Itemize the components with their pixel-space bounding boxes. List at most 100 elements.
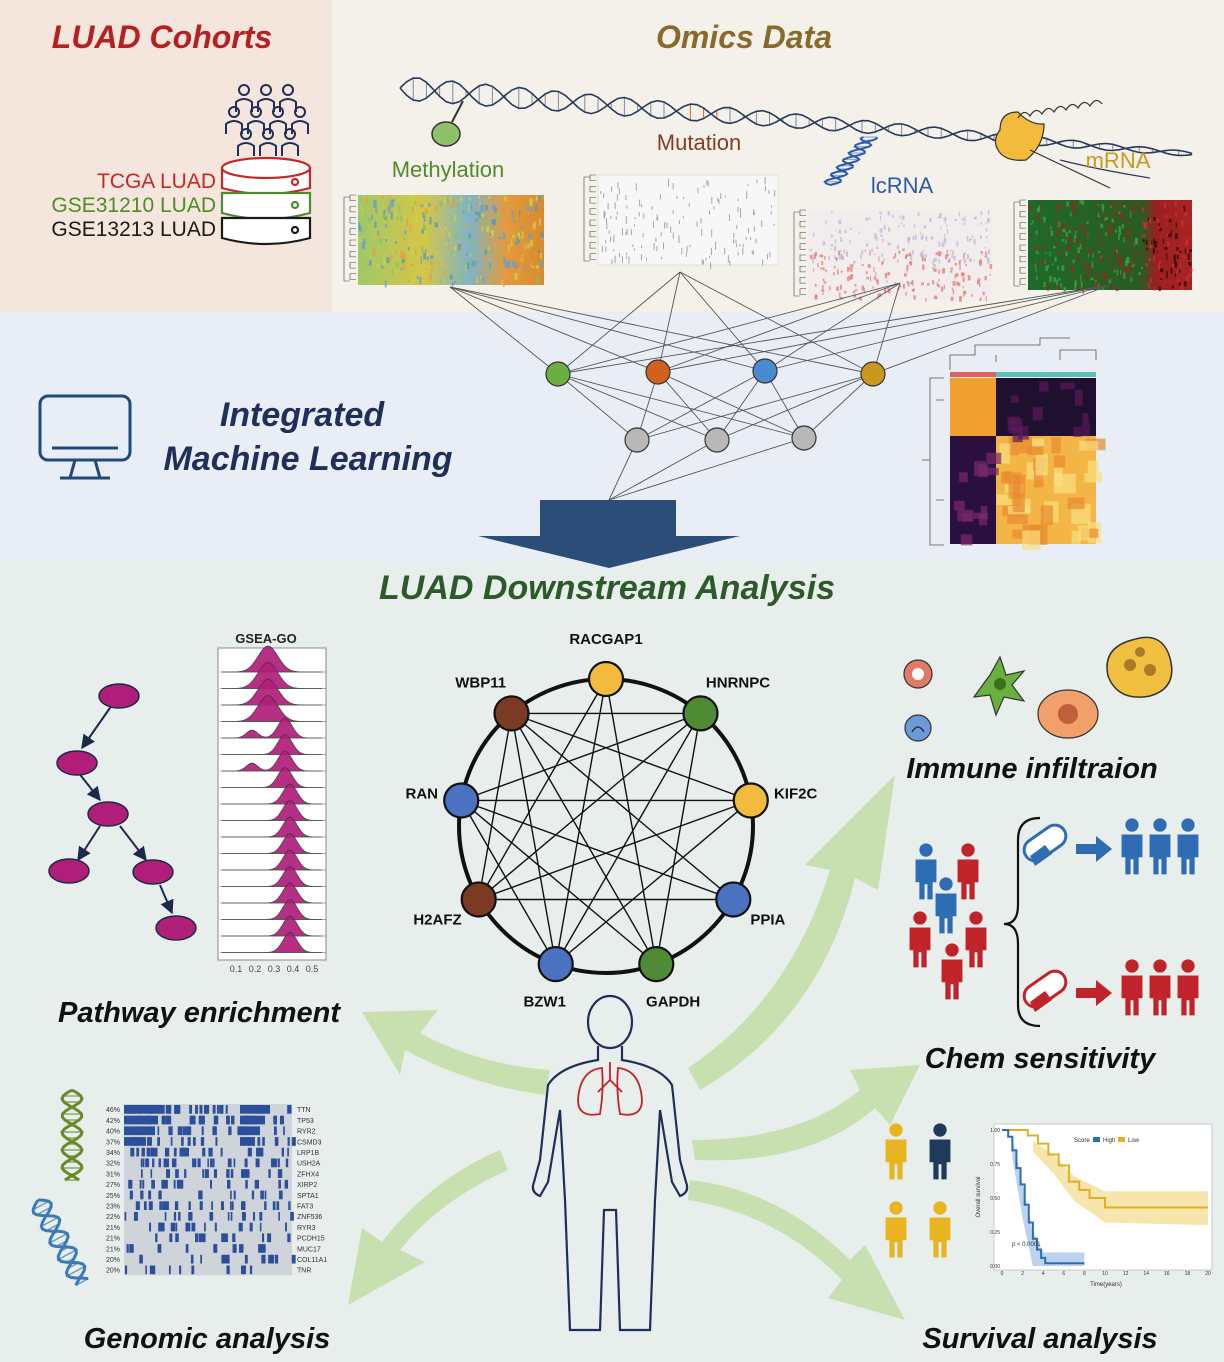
oncoplot: 46% TTN 42% TP53 40% RYR2 37% CSMD3 34% LRP1B 32% U… xyxy=(106,1104,327,1276)
gsea-title: GSEA-GO xyxy=(235,631,296,646)
green-arrows xyxy=(348,775,920,1320)
monitor-icon xyxy=(38,394,132,480)
ppi-node-label: RACGAP1 xyxy=(569,631,642,648)
dna-blue-icon xyxy=(31,1198,89,1287)
ppi-node-label: RAN xyxy=(406,786,439,803)
km-legend-high: High xyxy=(1103,1138,1115,1144)
oncoplot-percent: 42% xyxy=(106,1118,120,1125)
mrna-heatmap xyxy=(1013,199,1193,294)
km-pvalue: p < 0.0001 xyxy=(1012,1242,1041,1248)
capsule-blue-icon xyxy=(1022,823,1068,866)
human-body-icon xyxy=(531,994,689,1332)
arrow-blue-icon xyxy=(1076,836,1112,862)
cohort-label-tcga: TCGA LUAD xyxy=(97,170,216,193)
km-x-tick: 2 xyxy=(1021,1271,1024,1277)
oncoplot-gene: TTN xyxy=(297,1107,311,1114)
ppi-node xyxy=(715,881,752,918)
ppi-node xyxy=(537,946,574,983)
arrow-red-icon xyxy=(1076,980,1112,1006)
km-x-tick: 16 xyxy=(1164,1271,1170,1277)
methylation-heatmap xyxy=(343,194,544,288)
ppi-edge xyxy=(511,712,734,901)
ppi-node-label: KIF2C xyxy=(774,786,818,803)
oncoplot-gene: CSMD3 xyxy=(297,1139,322,1146)
gsea-tick: 0.3 xyxy=(268,964,281,974)
km-x-tick: 6 xyxy=(1062,1271,1065,1277)
lungs-icon xyxy=(577,1062,643,1116)
oncoplot-gene: COL11A1 xyxy=(297,1257,327,1264)
ppi-node-label: WBP11 xyxy=(455,675,506,692)
lcrna-helix-icon xyxy=(823,136,878,186)
immune-label: Immune infiltraion xyxy=(906,753,1157,785)
oncoplot-gene: LRP1B xyxy=(297,1150,320,1157)
lcrna-heatmap xyxy=(793,209,993,302)
ppi-node-label: BZW1 xyxy=(523,994,566,1011)
consensus-heatmap xyxy=(922,337,1106,551)
chem-people-group xyxy=(909,843,987,1000)
ppi-node-label: H2AFZ xyxy=(413,912,461,929)
ppi-edge xyxy=(460,800,557,965)
mutation-label: Mutation xyxy=(657,130,741,155)
methylation-label: Methylation xyxy=(392,157,505,182)
downstream-title: LUAD Downstream Analysis xyxy=(379,569,835,607)
ppi-node-label: GAPDH xyxy=(646,994,700,1011)
oncoplot-gene: PCDH15 xyxy=(297,1236,325,1243)
ppi-edge xyxy=(478,713,513,900)
gsea-tick: 0.4 xyxy=(287,964,300,974)
km-plot: 1.00 0.75 0.50 0.25 0.000 2 4 6 8 10 12 14 16 18 20 xyxy=(990,1123,1213,1277)
oncoplot-gene: FAT3 xyxy=(297,1204,313,1211)
oncoplot-gene: SPTA1 xyxy=(297,1193,319,1200)
ppi-edge xyxy=(478,712,701,901)
km-x-tick: 18 xyxy=(1185,1271,1191,1277)
oncoplot-gene: RYR3 xyxy=(297,1225,316,1232)
oncoplot-gene: TNR xyxy=(297,1268,311,1275)
oncoplot-gene: ZFHX4 xyxy=(297,1171,319,1178)
ppi-node xyxy=(732,782,769,819)
oncoplot-gene: MUC17 xyxy=(297,1246,321,1253)
ppi-edge xyxy=(460,799,657,965)
ppi-edge xyxy=(510,713,657,965)
ppi-edge xyxy=(605,678,657,965)
pathway-tree xyxy=(48,683,197,941)
chem-people-blue xyxy=(1121,818,1199,875)
ribosome-icon xyxy=(994,99,1111,189)
database-icon xyxy=(220,156,312,246)
gsea-x-ticks: 0.1 0.2 0.3 0.4 0.5 xyxy=(230,964,319,974)
ppi-node xyxy=(493,695,530,732)
oncoplot-percent: 20% xyxy=(106,1257,120,1264)
km-x-tick: 8 xyxy=(1083,1271,1086,1277)
km-curve-high xyxy=(1002,1129,1085,1265)
km-x-tick: 4 xyxy=(1042,1271,1045,1277)
oncoplot-gene: TP53 xyxy=(297,1118,314,1125)
omics-title: Omics Data xyxy=(656,19,832,55)
gsea-tick: 0.1 xyxy=(230,964,243,974)
ppi-edge xyxy=(555,799,752,965)
chem-people-red xyxy=(1121,959,1199,1016)
km-x-tick: 10 xyxy=(1102,1271,1108,1277)
bracket-icon xyxy=(1003,816,1041,1028)
oncoplot-percent: 31% xyxy=(106,1171,120,1178)
oncoplot-percent: 27% xyxy=(106,1182,120,1189)
lcrna-label: lcRNA xyxy=(871,173,934,198)
cohort-label-gse13213: GSE13213 LUAD xyxy=(51,218,216,241)
ppi-node xyxy=(443,782,480,819)
ppi-node xyxy=(638,946,675,983)
km-y-tick: 0.50 xyxy=(990,1196,1000,1202)
ppi-edge xyxy=(555,713,702,965)
mutation-heatmap xyxy=(583,174,779,270)
immune-cells-icon xyxy=(903,636,1173,742)
ppi-edge xyxy=(511,712,752,802)
oncoplot-percent: 25% xyxy=(106,1193,120,1200)
gsea-ridge-plot xyxy=(217,645,327,961)
dna-strand-icon xyxy=(399,77,1193,179)
km-x-axis-label: Time(years) xyxy=(1090,1282,1122,1288)
ppi-node xyxy=(682,695,719,732)
oncoplot-gene: RYR2 xyxy=(297,1129,316,1136)
oncoplot-percent: 21% xyxy=(106,1246,120,1253)
ppi-node xyxy=(460,881,497,918)
gsea-tick: 0.2 xyxy=(249,964,262,974)
ppi-node-label: PPIA xyxy=(750,912,785,929)
oncoplot-percent: 23% xyxy=(106,1204,120,1211)
km-y-tick: 0.75 xyxy=(990,1162,1000,1168)
